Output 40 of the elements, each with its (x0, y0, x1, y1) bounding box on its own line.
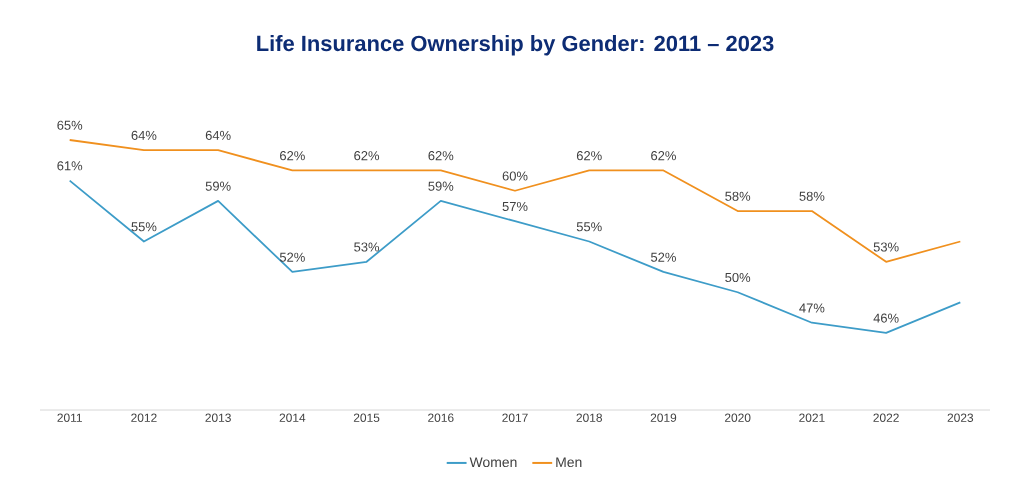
data-label: 62% (428, 151, 454, 161)
x-tick-label: 2020 (724, 413, 751, 422)
data-label: 46% (873, 313, 899, 323)
x-tick-label: 2017 (502, 413, 528, 422)
data-label: 58% (725, 191, 751, 201)
data-label: 53% (873, 242, 899, 252)
x-tick-label: 2011 (57, 413, 82, 422)
data-label: 62% (576, 151, 602, 161)
x-tick-label: 2016 (428, 413, 454, 422)
chart-title: Life Insurance Ownership by Gender: 2011 – 2023 (257, 35, 774, 56)
data-label: 64% (131, 130, 157, 140)
legend-label: Women (469, 457, 517, 468)
x-tick-label: 2013 (205, 413, 231, 422)
x-tick-label: 2018 (576, 413, 602, 422)
data-label: 60% (502, 171, 528, 181)
x-tick-label: 2021 (799, 413, 825, 422)
data-label: 58% (799, 191, 825, 201)
data-label: 62% (651, 151, 676, 161)
legend-label: Men (556, 457, 582, 468)
data-label: 62% (280, 151, 305, 161)
data-label: 55% (576, 222, 602, 232)
x-tick-label: 2023 (947, 413, 974, 422)
data-label: 59% (428, 181, 454, 191)
x-tick-label: 2022 (873, 413, 899, 422)
data-label: 50% (725, 272, 751, 283)
x-tick-label: 2015 (353, 413, 380, 422)
data-label: 64% (205, 130, 231, 140)
x-tick-label: 2012 (131, 413, 157, 422)
data-label: 53% (354, 242, 380, 252)
data-label: 57% (502, 201, 528, 212)
x-tick-label: 2019 (650, 413, 677, 422)
data-label: 52% (279, 252, 305, 262)
data-label: 59% (205, 181, 231, 191)
data-label: 61% (57, 161, 83, 171)
data-label: 55% (131, 222, 157, 232)
data-label: 52% (651, 252, 676, 262)
x-tick-label: 2014 (279, 413, 306, 422)
data-label: 62% (354, 151, 380, 161)
data-label: 65% (57, 120, 83, 130)
data-label: 47% (799, 303, 825, 313)
